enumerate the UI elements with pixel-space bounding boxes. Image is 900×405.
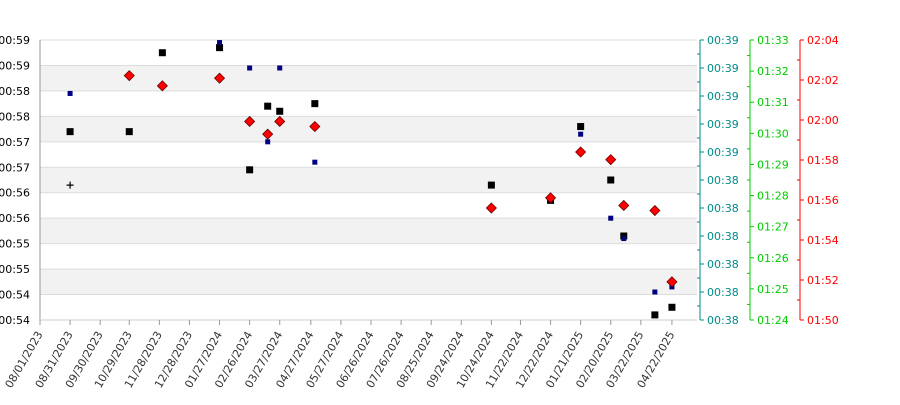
right-tick-label: 00:39 (707, 62, 739, 75)
left-tick-label: 00:54 (0, 314, 30, 327)
data-point-diamond-red (244, 115, 256, 128)
data-point-square-navy (247, 65, 253, 71)
right-tick-label: 00:39 (707, 34, 739, 47)
data-point-square-navy (217, 40, 223, 46)
right-tick-label: 01:29 (757, 158, 789, 171)
left-tick-label: 00:56 (0, 212, 30, 225)
grid-band (40, 218, 697, 244)
right-tick-label: 01:58 (807, 154, 839, 167)
data-point-square-black (607, 176, 615, 184)
data-point-diamond-red (274, 115, 286, 128)
left-tick-label: 00:55 (0, 263, 30, 276)
right-tick-label: 00:39 (707, 90, 739, 103)
data-point-square-black (668, 303, 676, 311)
right-tick-label: 01:50 (807, 314, 839, 327)
left-tick-label: 00:55 (0, 238, 30, 251)
right-tick-label: 02:04 (807, 34, 839, 47)
left-tick-label: 00:56 (0, 187, 30, 200)
data-point-square-navy (608, 215, 614, 221)
left-tick-label: 00:57 (0, 136, 30, 149)
left-tick-label: 00:58 (0, 110, 30, 123)
left-tick-label: 00:57 (0, 161, 30, 174)
data-point-diamond-red (485, 202, 497, 214)
data-point-square-black (651, 311, 659, 319)
left-tick-label: 00:58 (0, 85, 30, 98)
data-point-square-black (216, 44, 224, 52)
left-tick-label: 00:59 (0, 59, 30, 72)
right-tick-label: 00:38 (707, 174, 739, 187)
right-tick-label: 00:38 (707, 258, 739, 271)
right-tick-label: 01:52 (807, 274, 839, 287)
data-point-diamond-red (156, 80, 168, 92)
right-tick-label: 02:00 (807, 114, 839, 127)
right-tick-label: 01:25 (757, 283, 789, 296)
grid-band (40, 65, 697, 91)
data-point-square-black (577, 123, 585, 131)
data-point-diamond-red (666, 276, 678, 288)
data-point-square-black (264, 102, 272, 110)
data-point-square-navy (265, 139, 271, 145)
data-point-diamond-red (262, 128, 274, 140)
right-tick-label: 01:56 (807, 194, 839, 207)
data-point-square-black (311, 100, 319, 108)
right-tick-label: 01:33 (757, 34, 789, 47)
right-tick-label: 00:38 (707, 202, 739, 215)
data-point-square-navy (652, 289, 658, 295)
data-point-square-navy (621, 236, 627, 242)
right-tick-label: 00:38 (707, 230, 739, 243)
right-tick-label: 00:39 (707, 118, 739, 131)
right-tick-label: 01:27 (757, 221, 789, 234)
data-point-diamond-red (544, 192, 557, 204)
left-tick-label: 00:54 (0, 289, 30, 302)
right-tick-label: 00:38 (707, 286, 739, 299)
right-tick-label: 00:39 (707, 146, 739, 159)
data-point-square-black (620, 232, 628, 240)
right-tick-label: 02:02 (807, 74, 839, 87)
data-point-diamond-red (309, 120, 321, 133)
right-tick-label: 01:28 (757, 190, 789, 203)
data-point-square-black (276, 107, 284, 115)
data-point-square-black (66, 128, 74, 136)
data-point-diamond-red (618, 199, 630, 212)
grid-band (40, 116, 697, 142)
right-tick-label: 01:26 (757, 252, 789, 265)
data-point-square-navy (312, 159, 318, 165)
data-point-plus-black (66, 181, 74, 189)
data-point-square-black (246, 166, 254, 174)
right-tick-label: 00:38 (707, 314, 739, 327)
data-point-diamond-red (575, 146, 587, 158)
right-tick-label: 01:32 (757, 65, 789, 78)
data-point-diamond-red (213, 72, 226, 84)
data-point-square-navy (277, 65, 283, 71)
data-point-square-black (487, 181, 495, 189)
data-point-square-black (158, 49, 166, 57)
grid-band (40, 167, 697, 193)
data-point-diamond-red (605, 154, 617, 166)
data-point-square-black (125, 128, 133, 136)
data-point-diamond-red (123, 70, 135, 82)
left-tick-label: 00:59 (0, 34, 30, 47)
right-tick-label: 01:24 (757, 314, 789, 327)
right-tick-label: 01:31 (757, 96, 789, 109)
data-point-diamond-red (649, 204, 661, 217)
grid-band (40, 269, 697, 295)
right-tick-label: 01:30 (757, 127, 789, 140)
data-point-square-navy (578, 131, 584, 137)
right-tick-label: 01:54 (807, 234, 839, 247)
data-point-square-navy (67, 90, 73, 96)
